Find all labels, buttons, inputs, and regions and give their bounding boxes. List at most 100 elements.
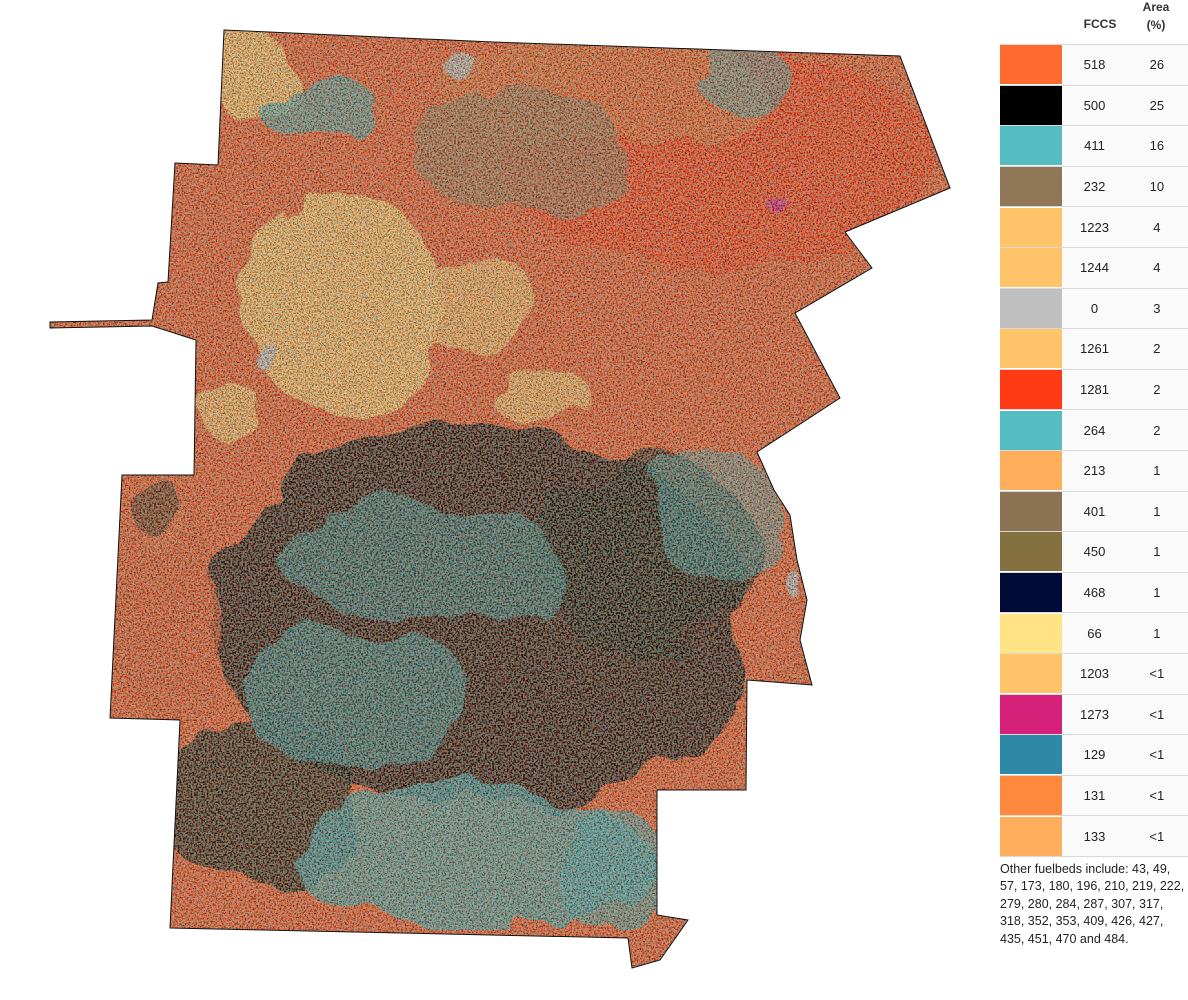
legend-row: 518 26: [1000, 44, 1188, 86]
legend-swatch-cell: [1000, 734, 1064, 776]
legend-swatch-cell: [1000, 409, 1064, 451]
legend-row: 213 1: [1000, 449, 1188, 492]
legend-fccs-value: 0: [1063, 287, 1126, 329]
legend-table: 518 26 500 25 411 16 232 10 1223 4 1244 4 0 3 1261 2 128…: [1000, 44, 1188, 857]
county-fuelbed-raster: [49, 29, 951, 969]
legend-swatch-cell: [1000, 84, 1064, 126]
legend-swatch-cell: [1000, 368, 1064, 410]
legend-area-value: 3: [1125, 287, 1188, 329]
legend-color-swatch: [1000, 613, 1062, 653]
legend-fccs-value: 518: [1063, 44, 1126, 86]
legend-row: 468 1: [1000, 571, 1188, 613]
legend-color-swatch: [1000, 329, 1062, 369]
legend-color-swatch: [1000, 694, 1062, 734]
legend-color-swatch: [1000, 451, 1062, 491]
legend-fccs-value: 1223: [1063, 206, 1126, 248]
legend-color-swatch: [1000, 370, 1062, 410]
legend-other-fuelbeds-note: Other fuelbeds include: 43, 49, 57, 173,…: [1000, 861, 1185, 946]
legend-header: FCCS Area (%): [1000, 0, 1188, 44]
legend-swatch-cell: [1000, 206, 1064, 248]
legend-swatch-cell: [1000, 246, 1064, 289]
legend-fccs-value: 1261: [1063, 328, 1126, 370]
legend-area-value: 4: [1125, 206, 1188, 248]
legend-row: 1281 2: [1000, 368, 1188, 410]
legend-row: 232 10: [1000, 165, 1188, 207]
legend-area-value: 2: [1125, 368, 1188, 410]
legend-swatch-cell: [1000, 531, 1064, 573]
legend-fccs-value: 232: [1063, 165, 1126, 207]
legend-color-swatch: [1000, 410, 1062, 450]
legend-area-value: <1: [1125, 774, 1188, 816]
legend-row: 1273 <1: [1000, 693, 1188, 735]
legend-header-area-line2: (%): [1146, 18, 1166, 32]
legend-swatch-cell: [1000, 287, 1064, 329]
legend-swatch-cell: [1000, 165, 1064, 207]
legend-row: 500 25: [1000, 84, 1188, 126]
legend-color-swatch: [1000, 167, 1062, 207]
legend-fccs-value: 264: [1063, 409, 1126, 451]
legend-fccs-value: 468: [1063, 571, 1126, 613]
legend-row: 133 <1: [1000, 815, 1188, 857]
legend-area-value: 1: [1125, 490, 1188, 532]
legend-color-swatch: [1000, 85, 1062, 125]
legend-fccs-value: 133: [1063, 815, 1126, 857]
legend-header-fccs: FCCS: [1083, 17, 1117, 31]
legend-swatch-cell: [1000, 774, 1064, 816]
legend-color-swatch: [1000, 816, 1062, 856]
legend-fccs-value: 1244: [1063, 246, 1126, 289]
legend-area-value: 1: [1125, 531, 1188, 573]
legend-area-value: 25: [1125, 84, 1188, 126]
legend-fccs-value: 129: [1063, 734, 1126, 776]
legend-color-swatch: [1000, 532, 1062, 572]
legend-row: 129 <1: [1000, 734, 1188, 776]
legend-area-value: 1: [1125, 449, 1188, 492]
legend-row: 264 2: [1000, 409, 1188, 451]
legend-fccs-value: 401: [1063, 490, 1126, 532]
legend-area-value: 16: [1125, 125, 1188, 167]
legend-fccs-value: 1281: [1063, 368, 1126, 410]
legend-header-area: Area (%): [1128, 0, 1184, 34]
legend-color-swatch: [1000, 775, 1062, 815]
legend-row: 66 1: [1000, 612, 1188, 654]
legend-row: 401 1: [1000, 490, 1188, 532]
legend-area-value: 10: [1125, 165, 1188, 207]
legend-row: 1203 <1: [1000, 652, 1188, 694]
legend-color-swatch: [1000, 735, 1062, 775]
fuelbed-raster-layer: [50, 30, 950, 968]
legend-fccs-value: 1203: [1063, 652, 1126, 694]
legend-swatch-cell: [1000, 125, 1064, 167]
legend-area-value: 2: [1125, 328, 1188, 370]
legend-area-value: <1: [1125, 693, 1188, 735]
legend-header-area-line1: Area: [1142, 0, 1170, 14]
legend-area-value: <1: [1125, 815, 1188, 857]
legend-fccs-value: 450: [1063, 531, 1126, 573]
fuelbed-map: [49, 29, 951, 969]
legend-color-swatch: [1000, 45, 1062, 85]
legend-row: 450 1: [1000, 531, 1188, 573]
legend-color-swatch: [1000, 126, 1062, 166]
legend-color-swatch: [1000, 288, 1062, 328]
legend-fccs-value: 131: [1063, 774, 1126, 816]
legend-row: 411 16: [1000, 125, 1188, 167]
legend-row: 1223 4: [1000, 206, 1188, 248]
legend-area-value: <1: [1125, 652, 1188, 694]
legend-area-value: 2: [1125, 409, 1188, 451]
legend-swatch-cell: [1000, 652, 1064, 694]
fuelbed-legend: FCCS Area (%) 518 26 500 25 411 16 232 10 1223 4 1…: [1000, 0, 1188, 948]
legend-row: 1244 4: [1000, 246, 1188, 289]
legend-swatch-cell: [1000, 612, 1064, 654]
legend-swatch-cell: [1000, 44, 1064, 86]
legend-fccs-value: 213: [1063, 449, 1126, 492]
legend-area-value: 1: [1125, 571, 1188, 613]
legend-row: 1261 2: [1000, 328, 1188, 370]
legend-fccs-value: 500: [1063, 84, 1126, 126]
legend-area-value: 26: [1125, 44, 1188, 86]
legend-color-swatch: [1000, 573, 1062, 613]
legend-color-swatch: [1000, 491, 1062, 531]
legend-swatch-cell: [1000, 328, 1064, 370]
legend-fccs-value: 66: [1063, 612, 1126, 654]
legend-area-value: <1: [1125, 734, 1188, 776]
legend-swatch-cell: [1000, 815, 1064, 857]
legend-row: 131 <1: [1000, 774, 1188, 816]
